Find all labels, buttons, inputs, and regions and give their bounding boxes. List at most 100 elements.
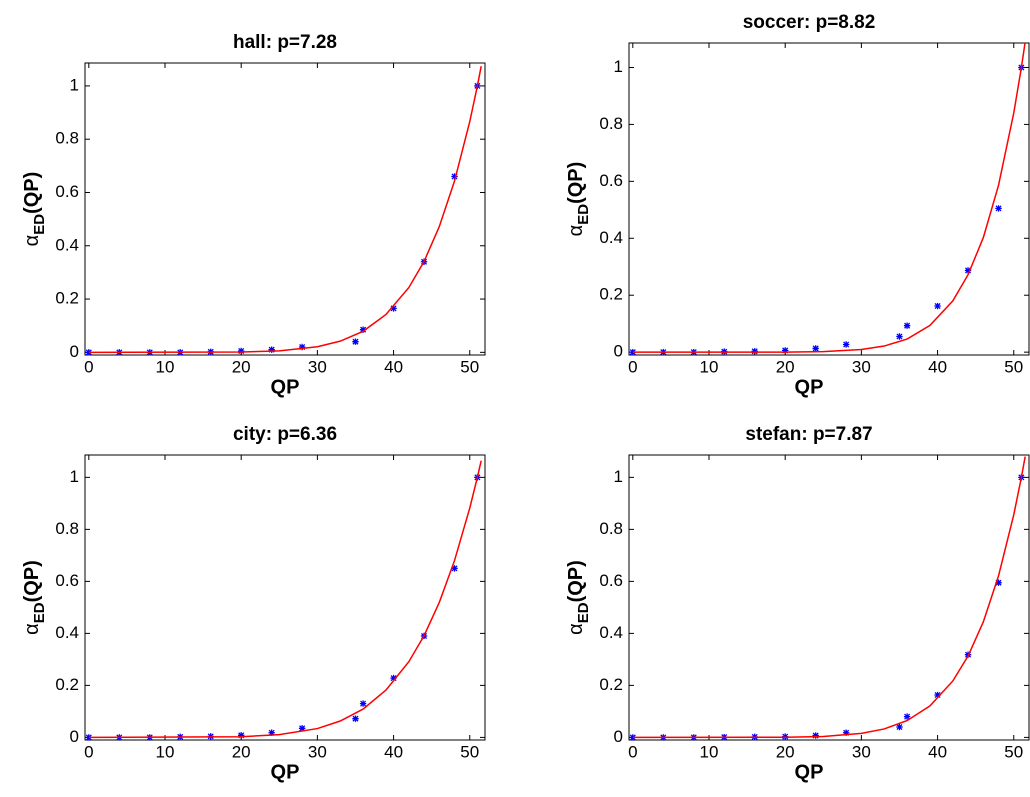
point <box>85 734 93 741</box>
point <box>85 349 93 356</box>
point <box>812 732 819 739</box>
point <box>359 700 367 707</box>
y-tick-label: 0.6 <box>599 171 623 190</box>
point <box>359 326 367 333</box>
point <box>903 713 911 720</box>
y-tick-label: 0.2 <box>55 289 79 308</box>
x-tick-label: 40 <box>928 357 947 376</box>
point <box>268 729 275 736</box>
x-tick-label: 40 <box>384 357 403 376</box>
y-label-suffix: (QP) <box>21 172 43 214</box>
y-tick-label: 0.4 <box>599 623 623 642</box>
subplot: 0 10 20 30 40 50 0 0.2 0.4 0.6 0.8 1 stefan: p=7.87 Q… <box>565 424 1030 783</box>
x-axis-label: QP <box>271 761 300 783</box>
y-tick-label: 1 <box>70 467 79 486</box>
point <box>237 347 245 355</box>
point <box>298 725 306 732</box>
y-tick-label: 0.4 <box>55 623 79 642</box>
plot-area <box>628 42 1030 356</box>
x-axis-label: QP <box>795 376 824 398</box>
x-tick-label: 10 <box>700 357 719 376</box>
y-tick-label: 1 <box>70 75 79 94</box>
x-tick-label: 20 <box>776 742 795 761</box>
plot-area <box>628 454 1030 741</box>
x-tick-label: 40 <box>384 742 403 761</box>
point <box>812 345 819 352</box>
fit-curve <box>632 456 1026 739</box>
x-tick-label: 50 <box>460 742 479 761</box>
point <box>629 348 637 356</box>
y-tick-label: 0 <box>614 342 623 361</box>
point <box>934 302 941 310</box>
point <box>451 173 458 180</box>
y-label-subscript: ED <box>575 602 592 623</box>
plot-area <box>84 454 486 741</box>
fit-curve <box>88 66 482 354</box>
fit-curve <box>88 460 482 739</box>
x-tick-label: 20 <box>232 357 251 376</box>
subplot: 0 10 20 30 40 50 0 0.2 0.4 0.6 0.8 1 city: p=6.36 QP α… <box>21 424 486 783</box>
point <box>995 579 1002 586</box>
y-tick-label: 0.2 <box>599 675 623 694</box>
x-tick-label: 20 <box>232 742 251 761</box>
point <box>751 348 758 355</box>
x-tick-label: 50 <box>1004 742 1023 761</box>
point <box>237 732 245 739</box>
point <box>451 565 458 572</box>
y-tick-label: 0.2 <box>55 675 79 694</box>
y-tick-label: 0 <box>70 342 79 361</box>
chart-title: city: p=6.36 <box>233 424 337 445</box>
x-tick-label: 10 <box>156 357 175 376</box>
y-label-symbol: α <box>565 623 587 635</box>
y-axis-label: αED(QP) <box>565 560 592 635</box>
y-tick-label: 0.2 <box>599 285 623 304</box>
point <box>781 347 789 354</box>
y-tick-label: 0.8 <box>55 519 79 538</box>
x-tick-label: 10 <box>700 742 719 761</box>
x-axis-label: QP <box>795 761 824 783</box>
y-label-symbol: α <box>565 225 587 237</box>
point <box>964 267 972 274</box>
point <box>390 305 397 312</box>
x-tick-label: 50 <box>460 357 479 376</box>
y-tick-label: 0 <box>614 727 623 746</box>
point <box>298 343 306 351</box>
y-tick-label: 1 <box>614 467 623 486</box>
x-tick-label: 0 <box>84 742 93 761</box>
y-label-subscript: ED <box>31 214 48 235</box>
chart-title: stefan: p=7.87 <box>745 424 872 445</box>
point <box>896 333 903 340</box>
y-tick-label: 0.6 <box>599 571 623 590</box>
subplot: 0 10 20 30 40 50 0 0.2 0.4 0.6 0.8 1 soccer: p=8.82 Q… <box>565 12 1030 398</box>
point <box>390 674 397 682</box>
x-tick-label: 50 <box>1004 357 1023 376</box>
y-tick-label: 1 <box>614 57 623 76</box>
y-label-symbol: α <box>21 623 43 635</box>
point <box>896 723 903 731</box>
y-tick-label: 0.6 <box>55 182 79 201</box>
point <box>629 734 637 741</box>
x-tick-label: 30 <box>308 357 327 376</box>
y-tick-label: 0.4 <box>55 235 79 254</box>
x-axis-label: QP <box>271 376 300 398</box>
y-label-symbol: α <box>21 235 43 247</box>
y-label-suffix: (QP) <box>21 560 43 602</box>
fit-curve <box>632 43 1026 353</box>
x-tick-label: 0 <box>84 357 93 376</box>
y-tick-label: 0.8 <box>599 519 623 538</box>
x-tick-label: 30 <box>852 742 871 761</box>
x-tick-label: 10 <box>156 742 175 761</box>
x-tick-label: 30 <box>852 357 871 376</box>
x-tick-label: 0 <box>628 357 637 376</box>
chart-title: hall: p=7.28 <box>233 32 337 53</box>
y-label-subscript: ED <box>575 204 592 225</box>
y-label-suffix: (QP) <box>565 162 587 204</box>
subplot: 0 10 20 30 40 50 0 0.2 0.4 0.6 0.8 1 hall: p=7.28 QP α… <box>21 32 486 398</box>
plot-area <box>84 62 486 356</box>
y-axis-label: αED(QP) <box>21 560 48 635</box>
point <box>842 341 850 348</box>
y-label-suffix: (QP) <box>565 560 587 602</box>
point <box>903 322 911 329</box>
point <box>995 205 1002 212</box>
